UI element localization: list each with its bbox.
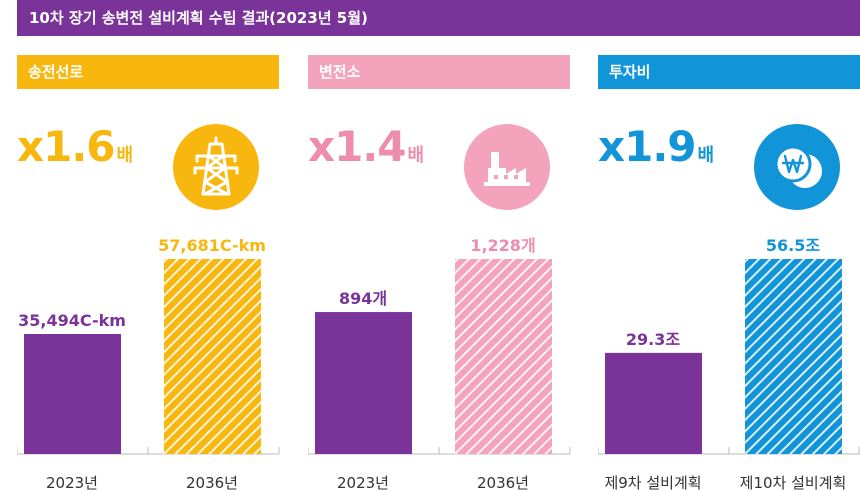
- multiplier-unit: 배: [116, 145, 134, 166]
- x-tick-label-9th-plan: 제9차 설비계획: [604, 474, 701, 491]
- bar-2036: [164, 259, 261, 454]
- multiplier-unit: 배: [697, 145, 715, 166]
- bar-chart-substations: 894개 1,228개 2023년 2036년: [308, 236, 571, 491]
- bar-9th-plan: [605, 352, 702, 454]
- substation-factory-icon: [464, 124, 550, 210]
- x-tick-label-2023: 2023년: [46, 474, 98, 491]
- x-tick-label-2023: 2023년: [337, 474, 389, 491]
- value-label-2023: 35,494C-km: [18, 311, 126, 330]
- transmission-tower-icon: [173, 124, 259, 210]
- bar-2023: [315, 312, 412, 454]
- x-tick-label-2036: 2036년: [186, 474, 238, 491]
- multiplier-value: x1.6: [17, 122, 115, 171]
- multiplier: x1.4 배: [308, 122, 424, 182]
- multiplier: x1.9 배: [598, 122, 714, 182]
- bar-2023: [24, 334, 121, 454]
- panel-substations: 변전소 x1.4 배 894: [308, 0, 578, 491]
- value-label-10th-plan: 56.5조: [766, 236, 820, 255]
- value-label-2036: 57,681C-km: [158, 236, 266, 255]
- multiplier-value: x1.9: [598, 122, 696, 171]
- won-coin-icon: [754, 124, 840, 210]
- multiplier-value: x1.4: [308, 122, 406, 171]
- x-tick-label-10th-plan: 제10차 설비계획: [740, 474, 847, 491]
- bar-chart-investment: 29.3조 56.5조 제9차 설비계획 제10차 설비계획: [598, 236, 860, 491]
- panel-header: 변전소: [308, 55, 570, 89]
- value-label-2036: 1,228개: [470, 236, 535, 255]
- x-tick-label-2036: 2036년: [477, 474, 529, 491]
- bar-10th-plan: [745, 259, 842, 454]
- panel-investment: 투자비 x1.9 배 29.3조 56.5조 제9차 설비계획 제10차 설: [598, 0, 860, 491]
- panel-header: 투자비: [598, 55, 860, 89]
- panel-transmission-lines: 송전선로 x1.6 배: [17, 0, 287, 491]
- panel-header: 송전선로: [17, 55, 279, 89]
- page-title: 10차 장기 송변전 설비계획 수립 결과(2023년 5월): [17, 0, 860, 36]
- value-label-9th-plan: 29.3조: [626, 330, 680, 349]
- bar-2036: [455, 259, 552, 454]
- value-label-2023: 894개: [339, 289, 387, 308]
- multiplier: x1.6 배: [17, 122, 133, 182]
- bar-chart-transmission: 35,494C-km 57,681C-km 2023년 2036년: [17, 236, 280, 491]
- multiplier-unit: 배: [407, 145, 425, 166]
